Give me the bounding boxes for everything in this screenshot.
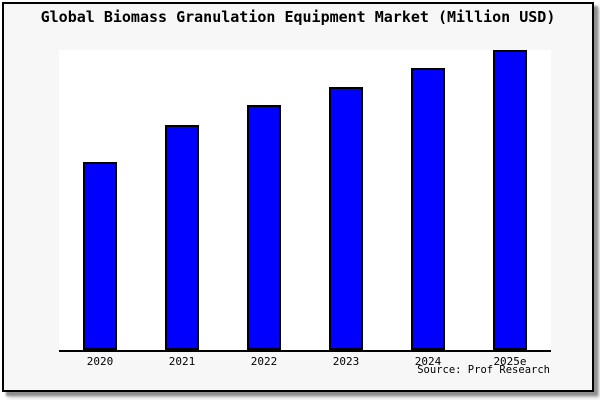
source-label: Source: Prof Research <box>417 364 550 376</box>
x-tick-label-2022: 2022 <box>250 355 278 368</box>
x-tick-label-2024: 2024 <box>414 355 442 368</box>
bar-2023 <box>329 86 363 350</box>
x-tick-label-2025e: 2025e <box>493 355 527 368</box>
bar-2025e <box>493 50 527 350</box>
chart-panel: Global Biomass Granulation Equipment Mar… <box>2 2 594 392</box>
x-tick-label-2020: 2020 <box>86 355 114 368</box>
bar-2024 <box>411 68 445 350</box>
chart-title: Global Biomass Granulation Equipment Mar… <box>40 8 556 26</box>
bar-2020 <box>83 161 117 350</box>
x-tick-label-2021: 2021 <box>168 355 196 368</box>
bar-2022 <box>247 105 281 350</box>
plot-area <box>59 50 551 352</box>
bar-2021 <box>165 124 199 350</box>
x-tick-label-2023: 2023 <box>332 355 360 368</box>
x-axis-tick-row: 2020 2021 2022 2023 2024 2025e <box>59 355 551 368</box>
